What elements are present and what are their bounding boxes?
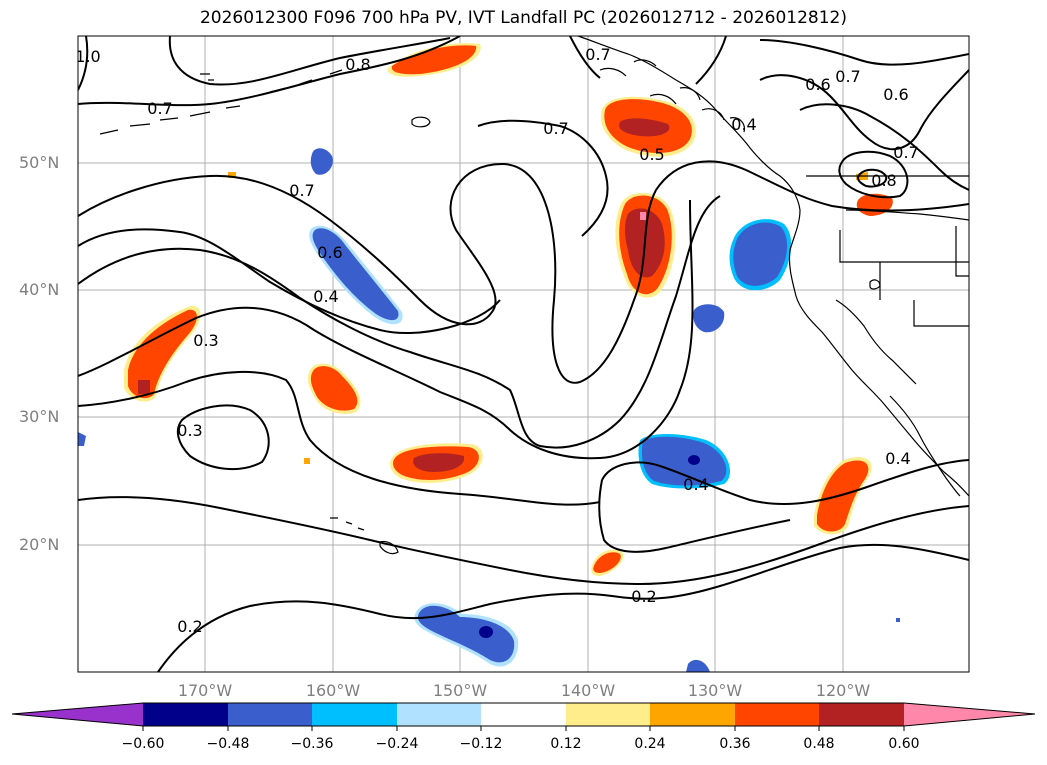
- contour-label: 0.6: [317, 243, 342, 262]
- colorbar-extend-max: [904, 703, 1035, 726]
- colorbar-tick-label: −0.48: [206, 736, 250, 752]
- contour-label: 0.4: [731, 115, 756, 134]
- contour-label: 0.7: [585, 45, 610, 64]
- colorbar-tick-label: −0.36: [290, 736, 334, 752]
- cool-patch-small: [693, 304, 725, 333]
- contour-label: 0.6: [805, 75, 830, 94]
- contour-label: 0.7: [147, 99, 172, 118]
- contour-label: 0.4: [885, 449, 910, 468]
- gridlines: [78, 36, 969, 672]
- lon-label: 170°W: [177, 681, 233, 700]
- contour-label: 0.7: [893, 143, 918, 162]
- colorbar: [11, 702, 1036, 731]
- colorbar-tick-label: 0.48: [803, 736, 835, 752]
- warm-patch-south-small: [591, 549, 624, 576]
- colorbar-tick-label: −0.60: [121, 736, 165, 752]
- contour-label: 0.5: [639, 145, 664, 164]
- contour-label: 0.8: [345, 55, 370, 74]
- contour-label: 0.3: [177, 421, 202, 440]
- cool-patch-center: [309, 225, 403, 325]
- warm-patch-west: [124, 305, 201, 402]
- cool-patch-far-south: [414, 603, 519, 667]
- cool-patch-south: [638, 434, 730, 489]
- colorbar-tick-label: −0.12: [459, 736, 503, 752]
- coastlines: [99, 36, 969, 555]
- contour-label: 0.2: [631, 587, 656, 606]
- cool-patch-coast: [729, 219, 792, 291]
- lon-label: 120°W: [815, 681, 871, 700]
- positive-anomaly-patches: [124, 43, 893, 576]
- map-title: 2026012300 F096 700 hPa PV, IVT Landfall…: [199, 8, 847, 28]
- contour-label: 0.7: [543, 119, 568, 138]
- pv-contours: [78, 36, 969, 672]
- warm-patch-baja: [814, 457, 872, 535]
- map-frame: [77, 35, 970, 673]
- cool-patch-north: [310, 148, 333, 175]
- lon-label: 140°W: [560, 681, 616, 700]
- colorbar-tick-label: 0.24: [634, 736, 666, 752]
- lat-label: 40°N: [19, 280, 60, 299]
- colorbar-tick-label: −0.24: [375, 736, 419, 752]
- contour-label: 0.4: [683, 475, 708, 494]
- contour-label: 0.2: [177, 617, 202, 636]
- contour-label: 0.7: [289, 181, 314, 200]
- colorbar-tick-label: 0.36: [719, 736, 751, 752]
- warm-patch-south-central: [390, 443, 483, 483]
- lon-label: 160°W: [305, 681, 361, 700]
- lat-label: 30°N: [19, 407, 60, 426]
- lat-label: 50°N: [19, 153, 60, 172]
- lat-label: 20°N: [19, 535, 60, 554]
- negative-anomaly-patches: [78, 148, 900, 672]
- colorbar-tick-label: 0.60: [888, 736, 920, 752]
- warm-patch-central: [307, 363, 361, 415]
- lon-label: 150°W: [432, 681, 488, 700]
- contour-label: 0.8: [871, 171, 896, 190]
- warm-patch-top: [387, 43, 481, 77]
- contour-label: 1.0: [75, 47, 100, 66]
- contour-label: 0.6: [883, 85, 908, 104]
- colorbar-extend-min: [12, 703, 143, 726]
- contour-label: 0.7: [835, 67, 860, 86]
- contour-label: 0.4: [313, 287, 338, 306]
- lon-label: 130°W: [687, 681, 743, 700]
- contour-label: 0.3: [193, 331, 218, 350]
- warm-patch-gulf: [601, 96, 696, 157]
- colorbar-tick-label: 0.12: [550, 736, 582, 752]
